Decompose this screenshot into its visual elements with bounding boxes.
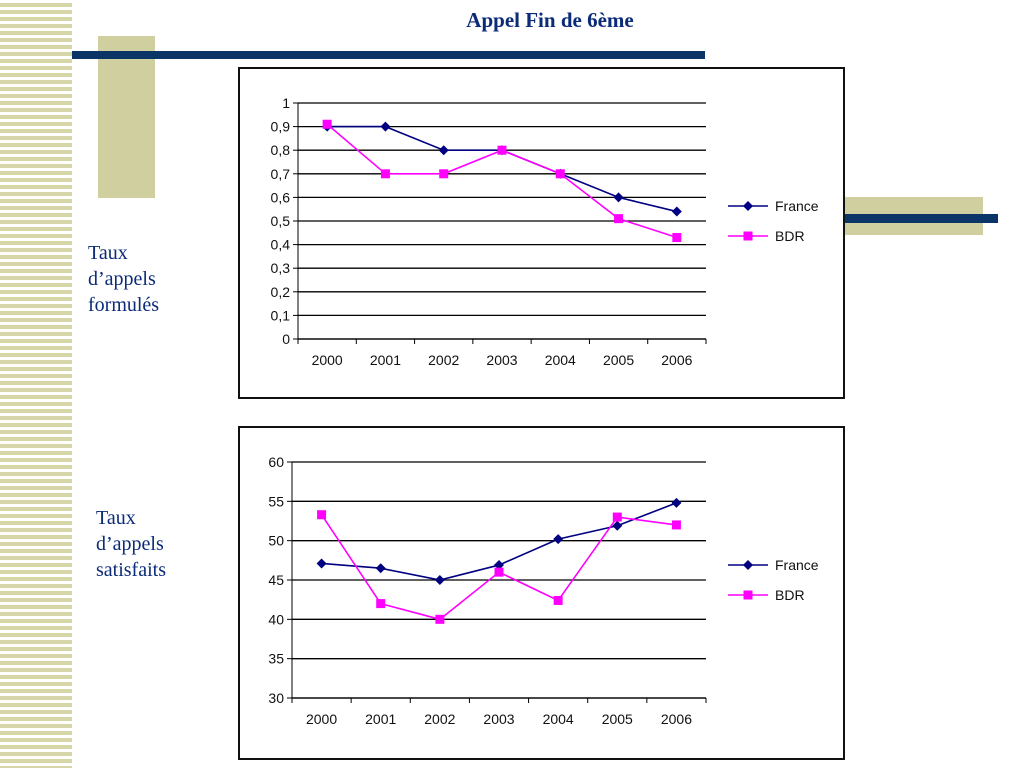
data-point-france [494, 560, 504, 571]
x-tick-label: 2001 [365, 711, 396, 727]
x-tick-label: 2005 [603, 352, 634, 368]
data-point-france [316, 558, 327, 569]
y-tick-label: 0,7 [271, 166, 291, 182]
data-point-bdr [672, 233, 682, 243]
legend-marker [743, 201, 753, 211]
label-top-line: Taux [88, 242, 128, 264]
data-point-bdr [497, 145, 507, 155]
y-tick-label: 0,5 [271, 213, 291, 229]
label-bottom: Taux d’appels satisfaits [96, 505, 166, 583]
y-tick-label: 55 [268, 493, 284, 509]
data-point-bdr [494, 567, 504, 577]
data-point-bdr [614, 214, 624, 224]
data-point-france [671, 497, 682, 508]
label-bottom-line: d’appels [96, 533, 164, 555]
x-tick-label: 2000 [306, 711, 337, 727]
label-bottom-line: Taux [96, 507, 136, 529]
label-top-line: formulés [88, 294, 160, 316]
y-tick-label: 60 [268, 454, 284, 470]
x-tick-label: 2002 [428, 352, 459, 368]
data-point-bdr [553, 595, 563, 605]
y-tick-label: 1 [282, 95, 290, 111]
data-point-france [375, 563, 386, 574]
x-tick-label: 2001 [370, 352, 401, 368]
legend-label: France [775, 198, 819, 214]
x-tick-label: 2000 [312, 352, 343, 368]
x-tick-label: 2004 [545, 352, 576, 368]
x-tick-label: 2005 [602, 711, 633, 727]
legend-label: BDR [775, 587, 805, 603]
y-tick-label: 30 [268, 690, 284, 706]
x-tick-label: 2003 [486, 352, 517, 368]
y-tick-label: 0,2 [271, 284, 291, 300]
legend-label: France [775, 557, 819, 573]
data-point-france [438, 145, 449, 156]
data-point-france [612, 520, 623, 531]
y-tick-label: 0,4 [271, 237, 291, 253]
x-tick-label: 2004 [543, 711, 574, 727]
chart-svg: 0 0,1 0,2 0,3 0,4 0,5 0,6 0,7 0,8 0,9 1 2000 2001 200… [271, 95, 819, 368]
label-top-line: d’appels [88, 268, 156, 290]
data-point-bdr [671, 520, 681, 530]
legend-marker [743, 590, 753, 600]
y-tick-label: 0 [282, 331, 290, 347]
legend-marker [743, 560, 753, 570]
y-tick-label: 50 [268, 533, 284, 549]
chart-calls-satisfied: 30 35 40 45 50 55 60 2000 2001 2002 2003 2004 2005 20… [238, 426, 845, 760]
striped-margin [0, 0, 72, 768]
y-tick-label: 0,1 [271, 307, 291, 323]
x-tick-label: 2002 [424, 711, 455, 727]
data-point-bdr [322, 119, 332, 129]
y-tick-label: 40 [268, 611, 284, 627]
data-point-france [553, 534, 564, 545]
data-point-bdr [380, 169, 390, 179]
slide-title: Appel Fin de 6ème [466, 8, 634, 32]
y-tick-label: 35 [268, 651, 284, 667]
x-tick-label: 2006 [661, 352, 692, 368]
chart-svg: 30 35 40 45 50 55 60 2000 2001 2002 2003 2004 2005 20… [268, 454, 819, 727]
data-point-bdr [376, 599, 386, 609]
y-tick-label: 0,3 [271, 260, 291, 276]
data-point-bdr [317, 510, 327, 520]
y-tick-label: 0,6 [271, 189, 291, 205]
x-tick-label: 2006 [661, 711, 692, 727]
y-tick-label: 45 [268, 572, 284, 588]
legend-label: BDR [775, 228, 805, 244]
data-point-bdr [435, 614, 445, 624]
data-point-bdr [555, 169, 565, 179]
y-tick-label: 0,9 [271, 119, 291, 135]
data-point-bdr [612, 512, 622, 522]
data-point-france [613, 192, 624, 203]
decor-rule-top [72, 51, 705, 59]
data-point-france [671, 206, 682, 217]
data-point-france [434, 575, 445, 585]
legend-marker [743, 231, 753, 241]
chart-calls-made: 0 0,1 0,2 0,3 0,4 0,5 0,6 0,7 0,8 0,9 1 2000 2001 200… [238, 67, 845, 399]
x-tick-label: 2003 [483, 711, 514, 727]
label-top: Taux d’appels formulés [88, 240, 159, 318]
label-bottom-line: satisfaits [96, 559, 166, 581]
decor-block-left [98, 36, 155, 198]
decor-rule-right [844, 214, 998, 223]
data-point-france [380, 121, 391, 132]
y-tick-label: 0,8 [271, 142, 291, 158]
data-point-bdr [439, 169, 449, 179]
